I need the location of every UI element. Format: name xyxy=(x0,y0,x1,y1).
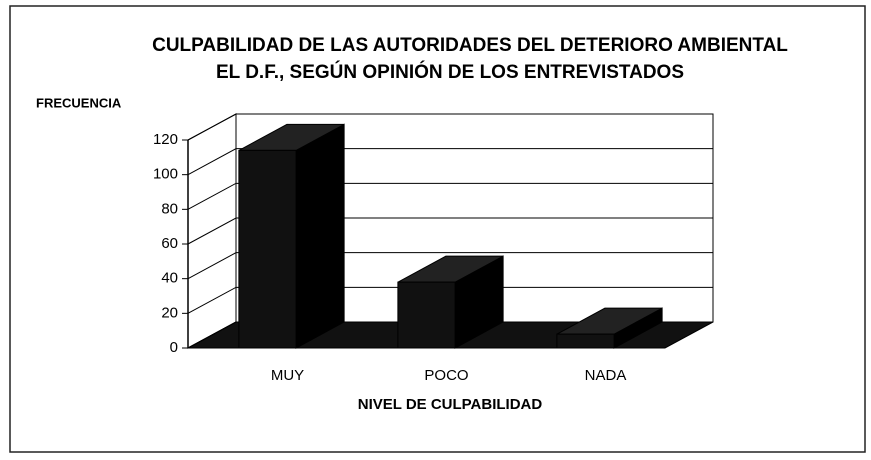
bar xyxy=(556,307,663,349)
x-axis-label: NIVEL DE CULPABILIDAD xyxy=(358,396,543,413)
chart-frame xyxy=(9,5,866,453)
y-tick-label: 100 xyxy=(153,166,178,183)
x-tick-label: MUY xyxy=(271,367,304,384)
y-tick-label: 80 xyxy=(161,200,178,217)
grid-line xyxy=(187,252,713,280)
y-tick-label: 0 xyxy=(170,339,178,356)
grid-line xyxy=(187,217,713,245)
x-tick-label: POCO xyxy=(424,367,468,384)
grid-line xyxy=(187,148,713,176)
y-tick-label: 60 xyxy=(161,235,178,252)
x-tick-label: NADA xyxy=(585,367,627,384)
bar xyxy=(238,123,345,349)
chart-title: CULPABILIDAD DE LAS AUTORIDADES DEL DETE… xyxy=(152,35,788,56)
y-axis-label: FRECUENCIA xyxy=(36,95,122,110)
bar-front xyxy=(556,333,615,349)
grid-line xyxy=(187,286,713,314)
grid-line xyxy=(187,321,713,349)
y-tick-label: 20 xyxy=(161,304,178,321)
bar xyxy=(397,255,504,349)
bar-front xyxy=(397,281,456,349)
bar-side xyxy=(295,123,345,349)
grid-line xyxy=(187,182,713,210)
bar-front xyxy=(238,149,297,349)
y-tick-label: 120 xyxy=(153,131,178,148)
grid-line xyxy=(187,113,713,141)
y-tick-label: 40 xyxy=(161,270,178,287)
chart-title: EL D.F., SEGÚN OPINIÓN DE LOS ENTREVISTA… xyxy=(216,61,684,83)
